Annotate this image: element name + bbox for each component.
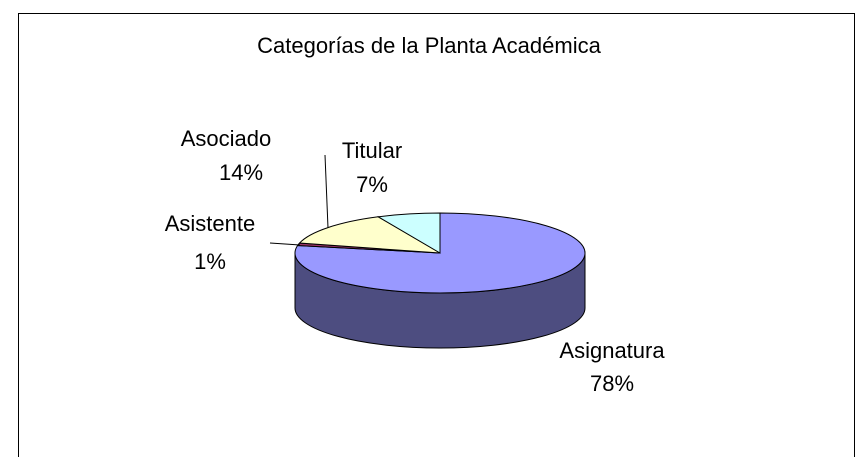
data-label-value: 1% [194, 249, 226, 274]
labels: Asignatura 78% Asistente 1% Asociado 14% Titul… [165, 126, 666, 396]
data-label-name: Asignatura [559, 338, 665, 363]
pie [294, 212, 586, 349]
data-label-value: 7% [356, 172, 388, 197]
data-label-name: Asociado [181, 126, 272, 151]
data-label-name: Titular [342, 138, 402, 163]
data-label-name: Asistente [165, 211, 256, 236]
data-label-value: 78% [590, 371, 634, 396]
data-label-value: 14% [219, 160, 263, 185]
chart-title: Categorías de la Planta Académica [257, 33, 601, 58]
slice [376, 212, 441, 254]
leader-line [324, 154, 329, 229]
leader-line [269, 242, 301, 246]
